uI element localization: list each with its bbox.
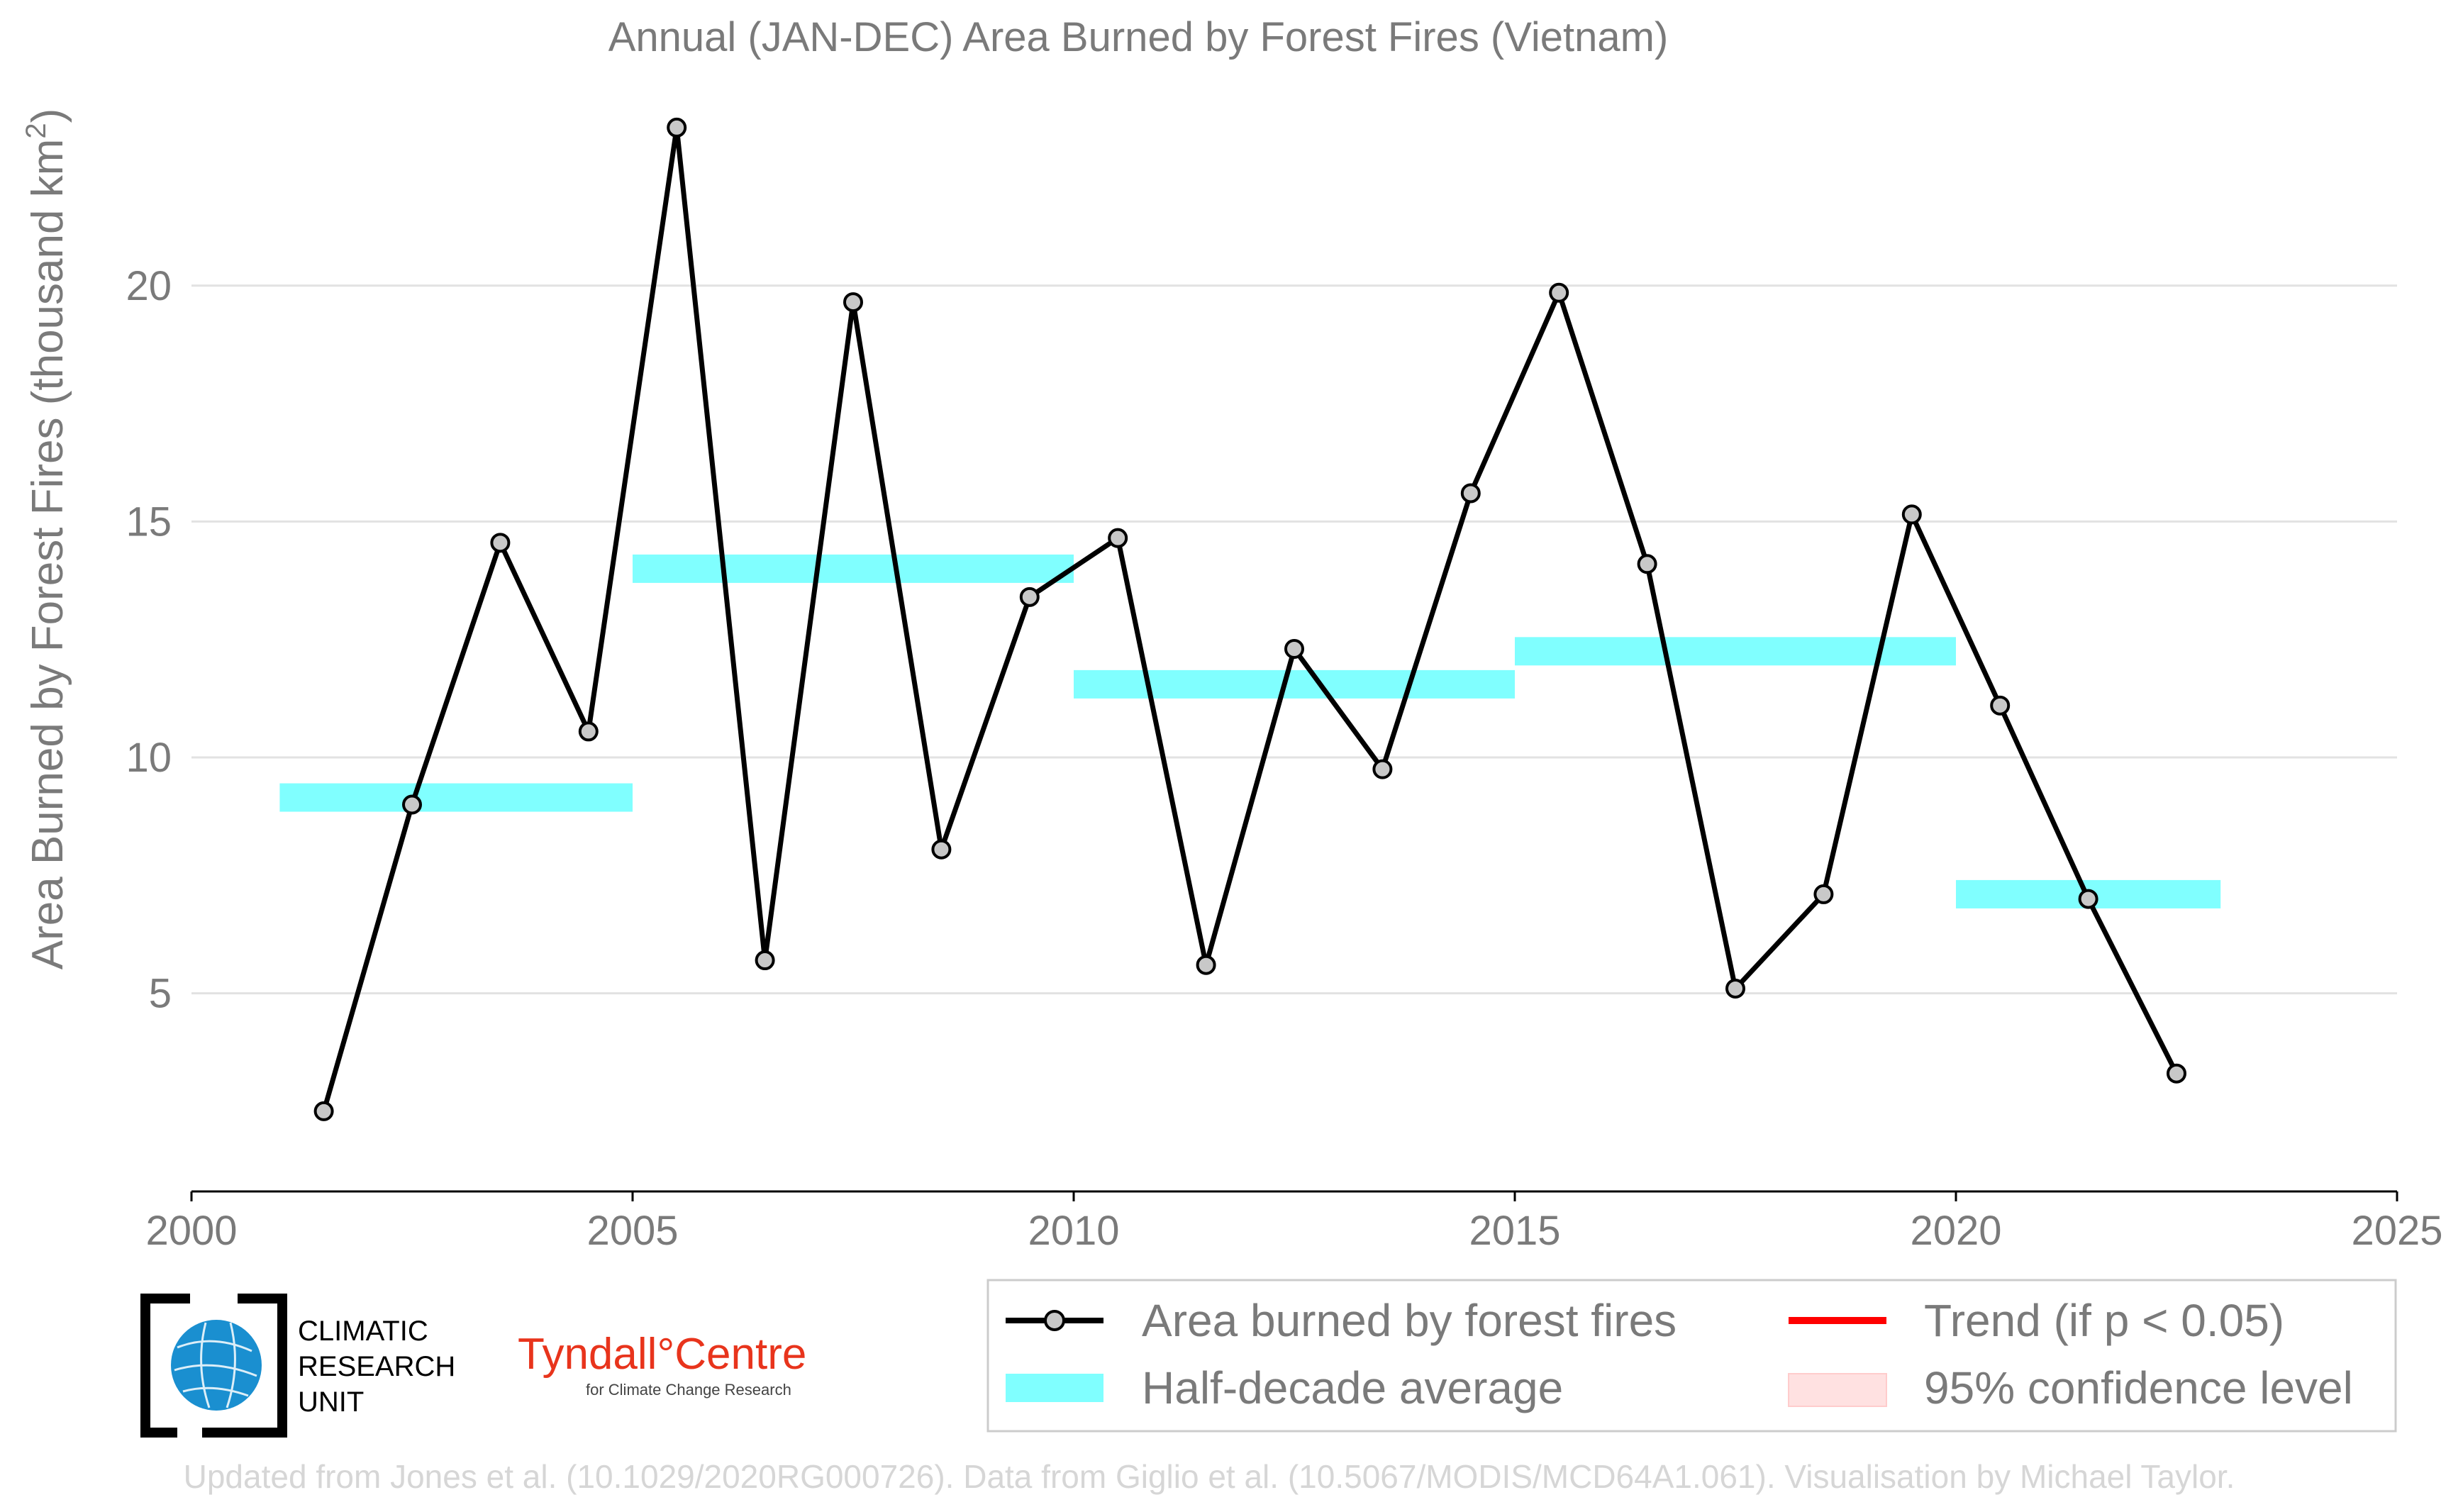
legend-band-swatch	[1006, 1374, 1103, 1402]
legend-label-half-decade: Half-decade average	[1142, 1362, 1563, 1413]
x-tick-label: 2000	[145, 1208, 237, 1254]
grid-lines	[191, 284, 2397, 995]
axes: 5 10 15 20 2000 2005 2010 2015 2020 2025	[126, 263, 2442, 1254]
y-tick-label: 5	[149, 971, 172, 1017]
y-axis-label-close: )	[23, 109, 72, 123]
cru-logo: CLIMATIC RESEARCH UNIT	[140, 1294, 455, 1438]
x-tick-label: 2020	[1910, 1208, 2001, 1254]
data-point	[578, 721, 599, 742]
y-axis-label-sup: 2	[21, 123, 52, 138]
half-decade-bar	[1074, 669, 1515, 699]
data-point	[2078, 889, 2098, 909]
data-point	[1990, 695, 2011, 716]
data-point	[1549, 282, 1569, 303]
data-point	[667, 117, 687, 138]
cru-bracket-left	[140, 1294, 190, 1438]
half-decade-bands	[279, 554, 2221, 908]
data-point	[2167, 1063, 2186, 1084]
legend-marker-swatch	[1044, 1310, 1065, 1331]
cru-text-line-3: UNIT	[298, 1386, 364, 1418]
data-point	[1108, 528, 1128, 548]
series-line	[321, 125, 2179, 1112]
data-point	[1372, 759, 1393, 779]
legend-ci-swatch	[1788, 1373, 1887, 1407]
y-tick-label: 15	[126, 499, 172, 545]
tyndall-subtitle: for Climate Change Research	[586, 1381, 791, 1399]
half-decade-bar	[279, 783, 633, 812]
tyndall-logo: Tyndall°Centre for Climate Change Resear…	[518, 1330, 806, 1399]
y-tick-label: 20	[126, 263, 172, 309]
legend-frame	[986, 1279, 2397, 1433]
legend-label-area-burned: Area burned by forest fires	[1142, 1295, 1677, 1346]
y-axis-label-main: Area Burned by Forest Fires (thousand km	[23, 139, 72, 970]
chart-title: Annual (JAN-DEC) Area Burned by Forest F…	[608, 14, 1669, 60]
data-point	[1460, 483, 1481, 504]
data-point	[755, 950, 775, 971]
data-point	[1637, 554, 1657, 574]
legend-label-ci: 95% confidence level	[1924, 1362, 2353, 1413]
y-axis-label: Area Burned by Forest Fires (thousand km…	[21, 109, 72, 970]
tyndall-name: Tyndall°Centre	[518, 1330, 806, 1379]
x-tick-label: 2015	[1469, 1208, 1560, 1254]
series-area-burned	[313, 117, 2186, 1121]
data-point	[1284, 639, 1304, 659]
half-decade-bar	[633, 554, 1074, 583]
data-point	[313, 1101, 334, 1121]
legend: Area burned by forest fires Half-decade …	[986, 1279, 2397, 1433]
globe-gridlines	[174, 1322, 257, 1408]
x-tick-label: 2005	[586, 1208, 678, 1254]
legend-label-trend: Trend (if p < 0.05)	[1924, 1295, 2284, 1346]
data-point	[931, 839, 952, 860]
half-decade-bar	[1515, 637, 1956, 666]
footer-credits: Updated from Jones et al. (10.1029/2020R…	[184, 1458, 2235, 1495]
data-point	[1019, 587, 1040, 607]
data-point	[402, 794, 422, 815]
data-point	[490, 533, 511, 553]
data-point	[1725, 978, 1745, 999]
x-tick-label: 2010	[1028, 1208, 1119, 1254]
cru-bracket-right	[202, 1294, 287, 1438]
x-tick-label: 2025	[2351, 1208, 2442, 1254]
cru-text-line-1: CLIMATIC	[298, 1316, 428, 1347]
data-point	[1196, 955, 1216, 975]
svg-text:Area Burned by Forest Fires (t: Area Burned by Forest Fires (thousand km…	[21, 109, 72, 970]
data-point	[1813, 884, 1834, 904]
cru-text-line-2: RESEARCH	[298, 1351, 455, 1382]
data-point	[843, 292, 863, 313]
y-tick-label: 10	[126, 735, 172, 781]
data-point	[1901, 504, 1922, 525]
